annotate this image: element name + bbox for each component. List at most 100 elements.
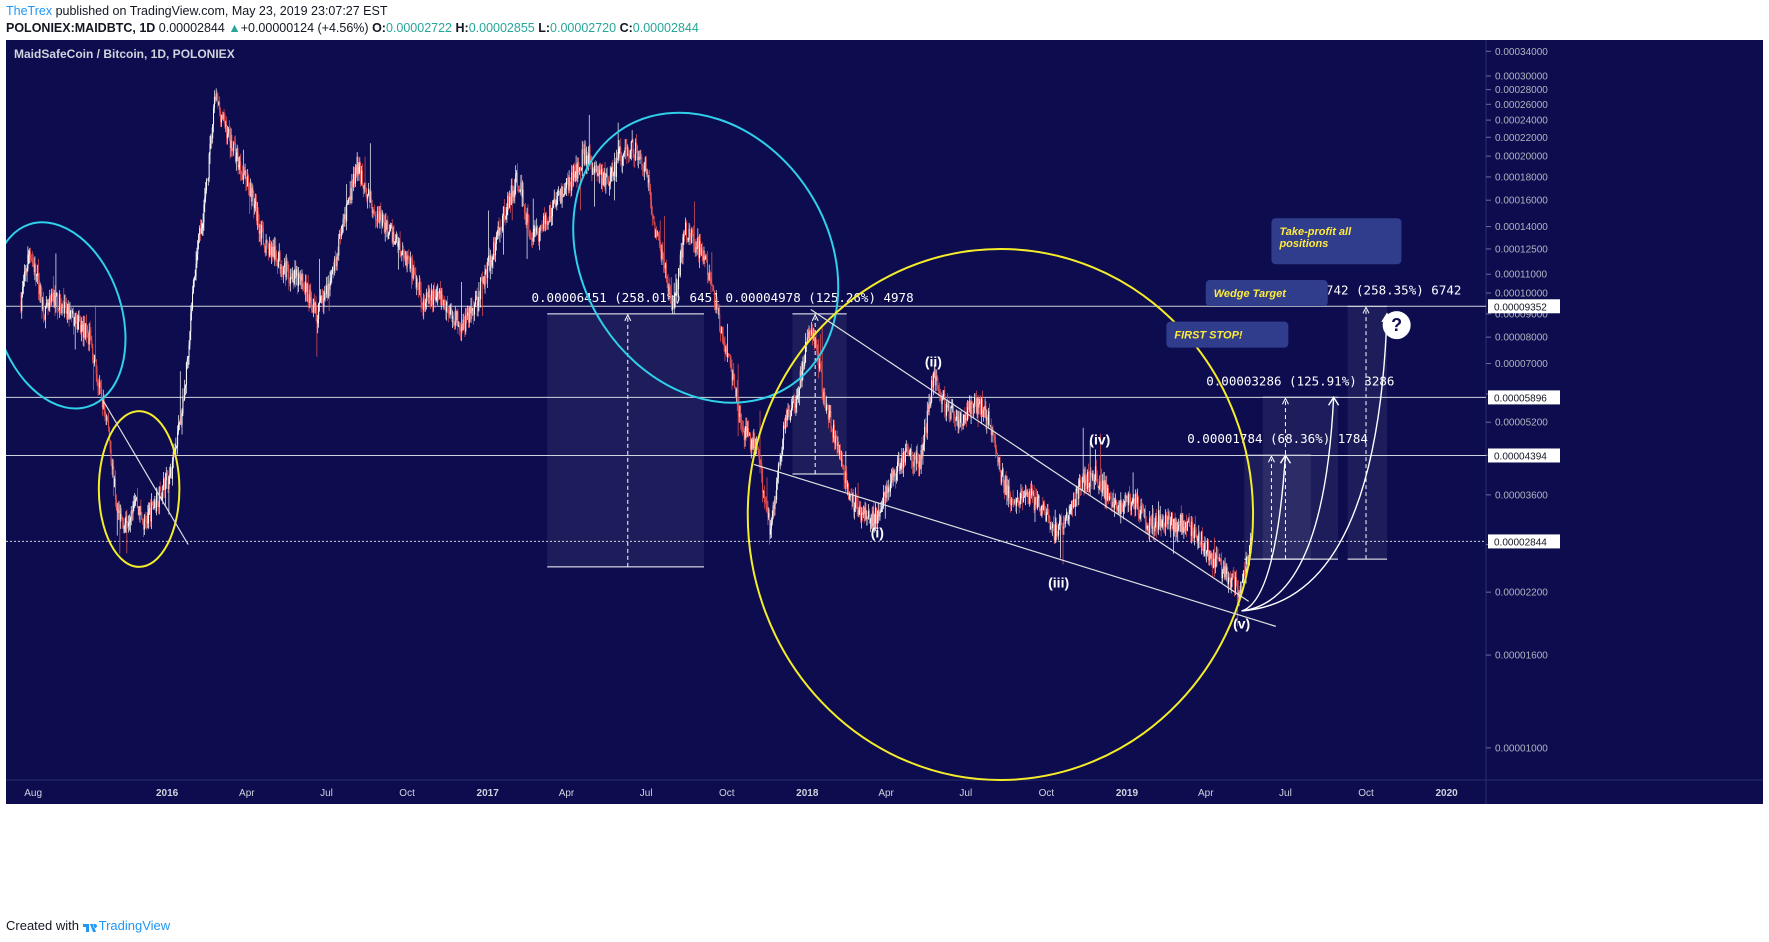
candle-body [574, 173, 576, 178]
candle-body [305, 282, 307, 293]
candle-body [202, 222, 204, 229]
last-price: 0.00002844 [158, 21, 225, 35]
candle-body [1227, 567, 1229, 585]
candle-body [1214, 558, 1216, 568]
candle-body [676, 283, 678, 295]
author-link[interactable]: TheTrex [6, 4, 53, 18]
candle-body [593, 168, 595, 173]
candle-body [672, 300, 674, 307]
candle-body [477, 301, 479, 308]
candle-body [1103, 480, 1105, 491]
candle-body [431, 290, 433, 301]
candle-body [920, 449, 922, 469]
candle-body [579, 167, 581, 171]
candle-body [1081, 476, 1083, 490]
candle-body [696, 247, 698, 249]
candle-body [226, 124, 228, 139]
candle-body [474, 304, 476, 315]
candle-body [104, 409, 106, 415]
candle-body [192, 292, 194, 310]
candle-body [1211, 553, 1213, 563]
candle-body [54, 292, 56, 307]
candle-body [473, 308, 475, 315]
candle-body [282, 273, 284, 275]
candle-body [633, 152, 635, 158]
candle-body [126, 515, 128, 524]
candle-body [25, 271, 27, 273]
candle-body [487, 261, 489, 278]
candle-body [1043, 503, 1045, 510]
candle-body [518, 186, 520, 191]
candle-body [674, 294, 676, 307]
candle-body [1102, 480, 1104, 491]
price-chart[interactable]: MaidSafeCoin / Bitcoin, 1D, POLONIEX 0.00… [6, 40, 1763, 804]
candle-body [710, 277, 712, 284]
candle-body [467, 312, 469, 316]
candle-body [873, 511, 875, 524]
candle-body [904, 451, 906, 463]
candle-body [264, 248, 266, 253]
candle-body [1164, 514, 1166, 527]
tradingview-link[interactable]: TradingView [98, 918, 171, 933]
candle-body [299, 276, 301, 278]
candle-body [1045, 512, 1047, 521]
candle-body [298, 273, 300, 278]
x-tick-label: 2017 [477, 788, 500, 799]
candle-body [1037, 496, 1039, 499]
candle-body [1107, 488, 1109, 500]
candle-body [112, 466, 114, 470]
candle-body [809, 331, 811, 333]
candle-body [150, 501, 152, 522]
candle-body [1089, 470, 1091, 487]
candle-body [92, 344, 94, 360]
candle-body [389, 225, 391, 232]
candle-body [84, 323, 86, 338]
candle-body [475, 295, 477, 299]
candle-body [747, 428, 749, 436]
candle-body [64, 302, 66, 314]
candle-body [218, 102, 220, 105]
candle-body [731, 368, 733, 381]
candle-body [1209, 550, 1211, 559]
candle-body [509, 196, 511, 208]
candle-body [45, 303, 47, 307]
candle-body [1139, 514, 1141, 519]
candle-body [693, 242, 695, 247]
candle-body [757, 448, 759, 454]
candle-body [419, 282, 421, 290]
candle-body [46, 303, 48, 304]
candle-body [128, 522, 130, 527]
candle-body [227, 128, 229, 134]
candle-body [559, 189, 561, 196]
candle-body [852, 494, 854, 503]
candle-body [798, 395, 800, 396]
candle-body [495, 243, 497, 256]
candle-body [146, 521, 148, 524]
candle-body [742, 428, 744, 432]
candle-body [293, 279, 295, 283]
candle-body [119, 510, 121, 522]
candle-body [288, 269, 290, 284]
candle-body [1076, 489, 1078, 490]
candle-body [416, 278, 418, 288]
candle-body [482, 276, 484, 283]
candle-body [447, 308, 449, 313]
candle-body [99, 381, 101, 388]
candle-body [918, 461, 920, 468]
candle-body [58, 294, 60, 311]
candle-body [1042, 505, 1044, 510]
candle-body [313, 298, 315, 307]
candle-body [407, 256, 409, 258]
candle-body [399, 240, 401, 253]
candle-body [558, 191, 560, 192]
candle-body [536, 226, 538, 233]
candle-body [1115, 500, 1117, 504]
candle-body [923, 442, 925, 445]
candle-body [450, 308, 452, 312]
symbol-label: POLONIEX:MAIDBTC, 1D [6, 21, 156, 35]
candle-body [1150, 517, 1152, 519]
candle-body [1185, 522, 1187, 529]
candle-body [522, 189, 524, 198]
candle-body [418, 282, 420, 290]
candle-body [239, 161, 241, 166]
